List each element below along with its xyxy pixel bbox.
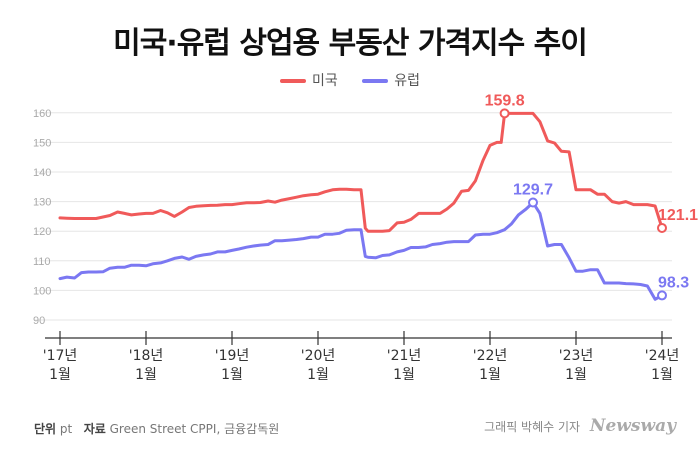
source-label: 자료 <box>83 422 106 436</box>
x-tick-label-year-3: '20년 <box>301 348 336 364</box>
y-axis: 90 100 110 120 130 140 150 160 <box>33 108 51 327</box>
source-value: Green Street CPPI, 금융감독원 <box>109 422 280 436</box>
y-tick-label-100: 100 <box>33 285 51 297</box>
credit-text: 그래픽 박혜수 기자 <box>484 420 581 434</box>
x-axis: '17년 1월 '18년 1월 '19년 1월 '20년 1월 '21년 1월 '22년 1월 '23년… <box>43 331 680 383</box>
y-tick-label-110: 110 <box>33 256 51 268</box>
x-tick-label-year-0: '17년 <box>43 348 78 364</box>
peak-label-1: 129.7 <box>513 181 553 198</box>
x-tick-label-year-5: '22년 <box>473 348 508 364</box>
x-tick-label-month-2: 1월 <box>221 367 243 383</box>
y-tick-label-90: 90 <box>33 315 45 327</box>
x-tick-label-month-6: 1월 <box>565 367 587 383</box>
legend: 미국 유럽 <box>0 70 700 90</box>
x-tick-label-year-1: '18년 <box>129 348 164 364</box>
x-tick-label-month-4: 1월 <box>393 367 415 383</box>
legend-label-eu: 유럽 <box>394 73 420 89</box>
peak-marker-0 <box>499 108 510 119</box>
peak-label-0: 159.8 <box>485 92 525 109</box>
peak-marker-1 <box>528 197 538 208</box>
series-line-1 <box>58 201 664 301</box>
x-tick-label-year-4: '21년 <box>387 348 422 364</box>
end-label-1: 98.3 <box>658 274 689 291</box>
legend-label-us: 미국 <box>312 73 338 89</box>
x-tick-label-month-0: 1월 <box>49 367 71 383</box>
x-tick-label-year-2: '19년 <box>215 348 250 364</box>
x-tick-label-year-6: '23년 <box>559 348 594 364</box>
unit-label: 단위 <box>34 422 57 436</box>
chart-title: 미국·유럽 상업용 부동산 가격지수 추이 <box>113 26 588 61</box>
y-tick-label-160: 160 <box>33 108 51 120</box>
end-label-0: 121.1 <box>658 207 698 224</box>
x-tick-label-month-5: 1월 <box>479 367 501 383</box>
legend-swatch-eu <box>362 79 389 83</box>
legend-swatch-us <box>280 79 306 83</box>
series-line-0 <box>58 111 664 233</box>
footer-source: 단위 pt 자료 Green Street CPPI, 금융감독원 <box>34 420 279 437</box>
x-tick-label-month-7: 1월 <box>651 367 673 383</box>
data-labels: 159.8 121.1 129.7 98.3 <box>485 92 698 301</box>
y-tick-label-140: 140 <box>33 167 51 179</box>
grid-lines <box>35 112 672 321</box>
legend-item-us: 미국 <box>280 70 338 90</box>
y-tick-label-150: 150 <box>33 137 51 149</box>
y-tick-label-130: 130 <box>33 197 51 209</box>
end-marker-1 <box>657 290 667 301</box>
y-tick-label-120: 120 <box>33 226 51 238</box>
x-tick-label-year-7: '24년 <box>645 348 680 364</box>
end-marker-0 <box>657 222 667 233</box>
series-group <box>58 111 664 301</box>
footer-credit: 그래픽 박혜수 기자 Newsway <box>484 416 676 436</box>
x-tick-label-month-3: 1월 <box>307 367 329 383</box>
unit-value: pt <box>59 422 73 436</box>
brand-logo: Newsway <box>589 416 676 436</box>
x-tick-label-month-1: 1월 <box>135 367 157 383</box>
legend-item-eu: 유럽 <box>362 70 420 90</box>
